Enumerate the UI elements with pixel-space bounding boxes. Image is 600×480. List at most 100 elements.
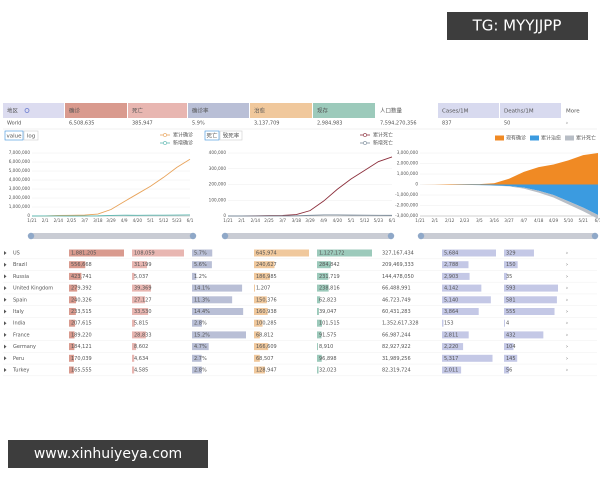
header-label[interactable]: 人口数量	[380, 107, 403, 115]
legend-label[interactable]: 累计确诊	[173, 132, 193, 139]
range-slider[interactable]	[222, 233, 394, 239]
expand-icon[interactable]	[4, 251, 7, 255]
slider-handle[interactable]	[27, 232, 35, 240]
slider-handle[interactable]	[189, 232, 197, 240]
header-label[interactable]: 死亡	[132, 107, 144, 115]
more-icon[interactable]: ›	[566, 309, 568, 315]
more-icon[interactable]: ›	[566, 344, 568, 350]
header-label[interactable]: 治愈	[254, 107, 266, 115]
legend-label[interactable]: 现有确诊	[506, 135, 526, 142]
x-tick-label: 2/1	[431, 218, 438, 223]
more-icon[interactable]: ›	[566, 297, 568, 303]
slider-handle[interactable]	[221, 232, 229, 240]
x-tick-label: 6/1	[187, 218, 194, 223]
more-icon[interactable]: ›	[566, 286, 568, 292]
more-icon[interactable]: ›	[566, 262, 568, 268]
header-label[interactable]: 地区	[7, 107, 19, 115]
toolbar-label[interactable]: log	[27, 133, 35, 139]
value-bar	[132, 319, 135, 327]
header-label[interactable]: More	[566, 109, 580, 115]
slider-handle[interactable]	[591, 232, 599, 240]
legend-swatch[interactable]	[163, 133, 167, 137]
value-bar	[442, 308, 479, 315]
toolbar-button[interactable]	[204, 130, 220, 141]
expand-icon[interactable]	[4, 286, 7, 291]
expand-icon[interactable]	[4, 321, 7, 326]
value-bar	[132, 261, 148, 269]
legend-swatch[interactable]	[363, 141, 367, 145]
cell-text: 14.4%	[194, 309, 210, 315]
header-cell[interactable]	[3, 103, 64, 118]
cell-text: 96,898	[319, 356, 337, 362]
expand-icon[interactable]	[4, 297, 7, 302]
x-tick-label: 3/7	[279, 218, 286, 223]
header-label[interactable]: Cases/1M	[442, 109, 469, 115]
cell-text: 233,515	[71, 309, 92, 315]
toolbar-button[interactable]	[219, 130, 243, 141]
cell-text: United Kingdom	[13, 286, 53, 292]
more-icon[interactable]: ›	[566, 274, 568, 280]
value-bar	[132, 343, 137, 351]
toolbar-label[interactable]: value	[6, 133, 22, 139]
value-bar	[254, 331, 260, 339]
expand-icon[interactable]	[4, 332, 7, 337]
header-cell[interactable]	[376, 103, 437, 118]
header-label[interactable]: 确诊率	[192, 107, 209, 115]
header-cell[interactable]	[65, 103, 127, 118]
cell-text: France	[13, 332, 30, 338]
toolbar-label[interactable]: 致死率	[223, 131, 240, 139]
range-slider[interactable]	[28, 233, 196, 239]
toolbar-button[interactable]	[4, 130, 24, 141]
expand-icon[interactable]	[4, 356, 7, 361]
toolbar-label[interactable]: 死亡	[206, 131, 218, 139]
header-label[interactable]: Deaths/1M	[504, 109, 534, 115]
header-label[interactable]: 确诊	[69, 107, 81, 115]
header-cell[interactable]	[128, 103, 187, 118]
x-tick-label: 6/1	[595, 218, 600, 223]
legend-swatch[interactable]	[565, 135, 574, 141]
more-icon[interactable]: ›	[566, 332, 568, 338]
header-cell[interactable]	[562, 103, 599, 118]
cell-text: 327,167,434	[382, 251, 414, 257]
more-icon[interactable]: ›	[566, 368, 568, 374]
expand-icon[interactable]	[4, 368, 7, 372]
range-slider[interactable]	[418, 233, 598, 239]
legend-label[interactable]: 累计治愈	[541, 135, 561, 142]
slider-handle[interactable]	[417, 232, 425, 240]
cell-text: 4.7%	[194, 344, 207, 350]
legend-label[interactable]: 累计死亡	[576, 135, 596, 142]
header-label[interactable]: 现存	[317, 107, 329, 115]
cell-text: 31,199	[134, 262, 152, 268]
header-cell[interactable]	[188, 103, 249, 118]
legend-label[interactable]: 新增确诊	[173, 140, 193, 147]
value-bar	[132, 296, 146, 304]
expand-icon[interactable]	[4, 309, 7, 314]
legend-swatch[interactable]	[363, 133, 367, 137]
x-tick-label: 3/16	[489, 218, 499, 223]
slider-handle[interactable]	[387, 232, 395, 240]
cell-text: Germany	[13, 344, 36, 350]
more-icon[interactable]: ›	[566, 356, 568, 362]
legend-swatch[interactable]	[530, 135, 539, 141]
legend-label[interactable]: 累计死亡	[373, 132, 393, 139]
world-cell: World	[7, 121, 21, 127]
cell-text: 2.8%	[194, 368, 207, 374]
legend-swatch[interactable]	[495, 135, 504, 141]
value-bar	[69, 249, 124, 257]
header-cell[interactable]	[313, 103, 375, 118]
legend-swatch[interactable]	[163, 141, 167, 145]
cell-text: 2,788	[444, 262, 458, 268]
header-cell[interactable]	[438, 103, 499, 118]
expand-icon[interactable]	[4, 274, 7, 279]
expand-icon[interactable]	[4, 344, 7, 349]
y-tick-label: -1,000,000	[395, 192, 418, 197]
toolbar-button[interactable]	[23, 130, 39, 141]
x-tick-label: 5/23	[374, 218, 384, 223]
value-bar	[317, 366, 319, 374]
more-icon[interactable]: ›	[566, 321, 568, 327]
expand-icon[interactable]	[4, 262, 7, 267]
header-cell[interactable]	[500, 103, 561, 118]
legend-label[interactable]: 新增死亡	[373, 140, 393, 147]
header-cell[interactable]	[250, 103, 312, 118]
more-icon[interactable]: ›	[566, 251, 568, 257]
